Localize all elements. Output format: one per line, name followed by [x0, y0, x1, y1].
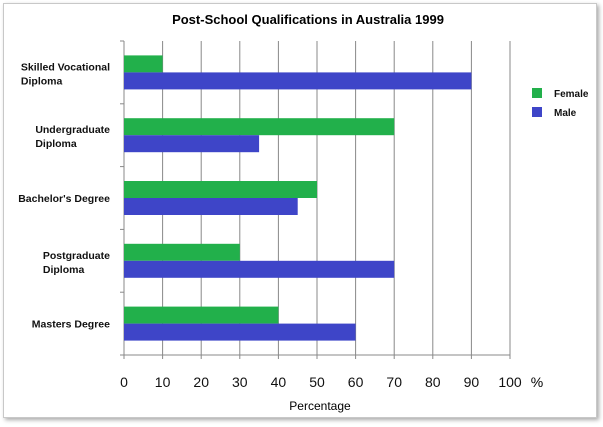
x-tick-label: 90	[464, 374, 480, 390]
y-category-label: Skilled Vocational Diploma	[21, 61, 110, 87]
category-label-line: Undergraduate	[35, 124, 110, 136]
category-label-line: Skilled Vocational	[21, 61, 110, 73]
y-category-label: Undergraduate Diploma	[35, 124, 110, 150]
x-tick-label: 10	[155, 374, 171, 390]
chart-title: Post-School Qualifications in Australia …	[172, 12, 444, 27]
y-category-label: Bachelor's Degree	[18, 193, 110, 205]
y-category-label: Masters Degree	[32, 319, 110, 331]
bar-male	[124, 72, 472, 90]
legend-label-male: Male	[554, 108, 577, 119]
chart-frame	[3, 3, 597, 418]
bar-female	[124, 55, 163, 73]
category-label-line: Postgraduate	[43, 250, 110, 262]
category-label-line: Masters Degree	[32, 319, 110, 331]
bar-female	[124, 243, 240, 261]
x-tick-label: 80	[425, 374, 441, 390]
x-tick-label: 100	[498, 374, 522, 390]
x-axis-unit: %	[531, 374, 543, 390]
x-tick-label: 20	[193, 374, 209, 390]
x-tick-label: 0	[120, 374, 128, 390]
x-tick-label: 50	[309, 374, 325, 390]
bar-female	[124, 306, 279, 324]
bar-male	[124, 260, 395, 278]
x-tick-label: 60	[348, 374, 364, 390]
x-axis-label: Percentage	[289, 399, 351, 413]
x-tick-label: 40	[271, 374, 287, 390]
y-category-label: Postgraduate Diploma	[43, 250, 110, 276]
bar-female	[124, 181, 317, 198]
category-label-line: Bachelor's Degree	[18, 193, 110, 205]
legend-label-female: Female	[554, 89, 589, 100]
category-label-line: Diploma	[43, 264, 85, 276]
legend-swatch-female	[532, 88, 542, 98]
category-label-line: Diploma	[21, 75, 63, 87]
bar-female	[124, 118, 395, 136]
x-tick-label: 30	[232, 374, 248, 390]
category-label-line: Diploma	[35, 138, 77, 150]
legend-swatch-male	[532, 107, 542, 117]
bar-male	[124, 198, 298, 215]
bar-male	[124, 135, 260, 153]
x-tick-label: 70	[386, 374, 402, 390]
bar-male	[124, 323, 356, 341]
